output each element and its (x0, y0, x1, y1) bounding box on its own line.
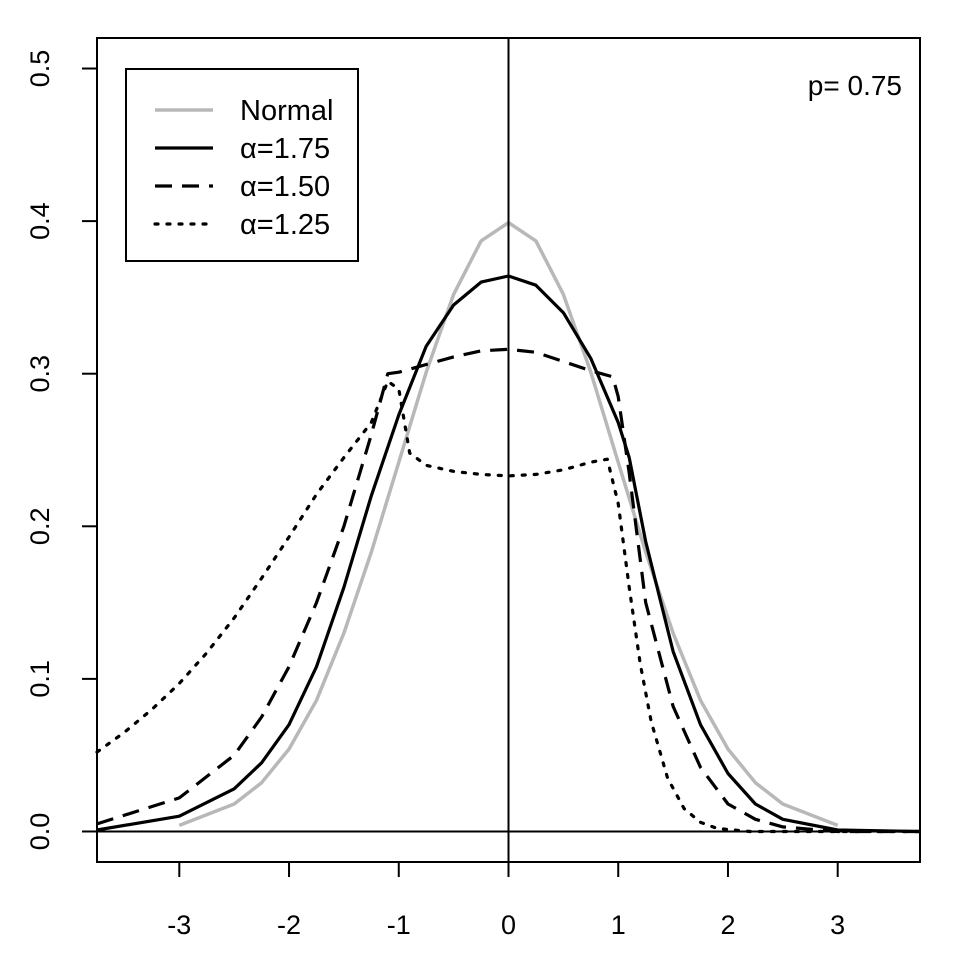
x-tick-label: 1 (611, 910, 626, 940)
y-tick-label: 0.1 (25, 660, 55, 698)
x-tick-label: 2 (720, 910, 735, 940)
x-tick-label: -2 (277, 910, 301, 940)
legend-box (125, 68, 359, 262)
x-tick-label: -3 (167, 910, 191, 940)
legend-label: α=1.50 (240, 171, 330, 203)
y-tick-label: 0.0 (25, 813, 55, 851)
x-tick-label: 0 (501, 910, 516, 940)
legend: Normal α=1.75 α=1.50 α=1.25 (125, 68, 359, 262)
x-tick-label: -1 (387, 910, 411, 940)
y-tick-label: 0.4 (25, 202, 55, 240)
legend-label: α=1.75 (240, 133, 330, 165)
series-line-alpha-1-25 (95, 379, 922, 834)
legend-label: α=1.25 (240, 209, 330, 241)
p-value-annotation: p= 0.75 (808, 70, 902, 101)
x-tick-label: 3 (830, 910, 845, 940)
y-tick-label: 0.2 (25, 508, 55, 546)
y-tick-label: 0.3 (25, 355, 55, 393)
y-axis: 0.0 0.1 0.2 0.3 0.4 0.5 (25, 50, 97, 851)
series-line-alpha-1-50 (96, 347, 920, 834)
y-tick-label: 0.5 (25, 50, 55, 88)
x-axis: -3 -2 -1 0 1 2 3 (167, 862, 845, 940)
series-line-alpha-1-75 (96, 274, 921, 834)
legend-label: Normal (240, 95, 333, 127)
